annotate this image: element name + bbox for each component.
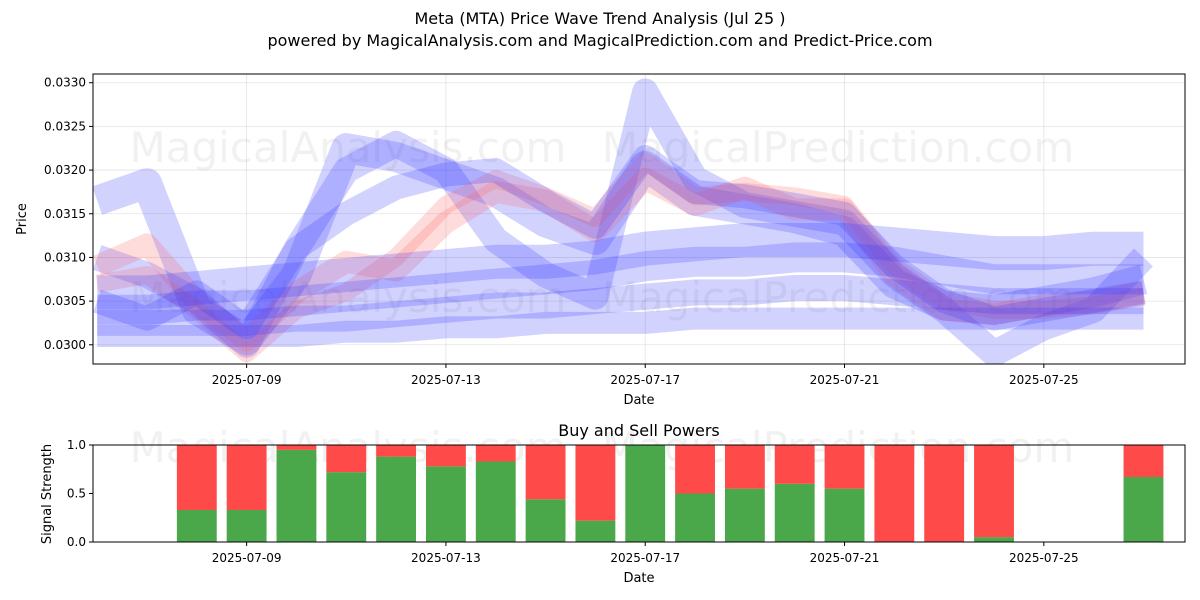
sell-power-bar bbox=[974, 445, 1014, 538]
sell-power-bar bbox=[176, 445, 217, 510]
signal-x-tick-label: 2025-07-09 bbox=[212, 551, 282, 565]
price-plot-frame bbox=[92, 73, 1186, 365]
sell-power-bar bbox=[425, 445, 466, 467]
signal-x-tick-label: 2025-07-21 bbox=[810, 551, 880, 565]
sell-power-bar bbox=[226, 445, 267, 510]
buy-power-bar bbox=[625, 445, 666, 542]
price-y-tick-label: 0.0300 bbox=[44, 338, 86, 352]
price-wave-line-blue bbox=[93, 145, 1146, 340]
price-wave-line-red bbox=[93, 167, 1146, 352]
price-y-tick-label: 0.0315 bbox=[44, 207, 86, 221]
sell-power-bar bbox=[276, 445, 317, 450]
buy-power-bar bbox=[376, 456, 417, 542]
price-x-tick-label: 2025-07-13 bbox=[411, 373, 481, 387]
signal-bars bbox=[176, 445, 1164, 542]
watermark-mid-right: MagicalPrediction.com bbox=[602, 273, 1075, 322]
signal-y-axis-label: Signal Strength bbox=[40, 444, 55, 544]
signal-x-axis-label: Date bbox=[623, 571, 654, 586]
sell-power-bar bbox=[1123, 445, 1164, 478]
signal-x-tick-label: 2025-07-25 bbox=[1009, 551, 1079, 565]
price-x-tick-label: 2025-07-09 bbox=[212, 373, 282, 387]
price-wave-line-blue bbox=[97, 275, 1144, 336]
sell-power-bar bbox=[326, 445, 367, 473]
price-y-ticks: 0.0300 0.0305 0.0310 0.0315 0.0320 0.0325 0.03… bbox=[44, 76, 93, 352]
signal-panel-title: Buy and Sell Powers bbox=[558, 421, 720, 440]
buy-power-bar bbox=[276, 449, 317, 542]
sell-power-bar bbox=[724, 445, 765, 489]
sell-power-bar bbox=[924, 445, 965, 542]
signal-x-ticks: 2025-07-09 2025-07-13 2025-07-17 2025-07-21… bbox=[212, 542, 1079, 565]
buy-power-bar bbox=[675, 493, 715, 542]
signal-x-tick-label: 2025-07-17 bbox=[610, 551, 680, 565]
sell-power-bar bbox=[376, 445, 417, 457]
price-wave-line-blue bbox=[93, 133, 1148, 356]
buy-power-bar bbox=[575, 520, 616, 542]
sell-power-bar bbox=[575, 445, 616, 521]
buy-power-bar bbox=[525, 499, 566, 542]
price-wave-line-red bbox=[95, 152, 1146, 363]
signal-panel: Buy and Sell Powers MagicalAnalysis.com … bbox=[40, 421, 1186, 586]
price-y-tick-label: 0.0310 bbox=[44, 250, 86, 264]
price-x-tick-label: 2025-07-17 bbox=[610, 373, 680, 387]
price-plot-area bbox=[93, 74, 1185, 364]
buy-power-bar bbox=[824, 488, 865, 542]
buy-power-bar bbox=[724, 488, 765, 542]
buy-power-bar bbox=[326, 472, 367, 542]
signal-x-tick-label: 2025-07-13 bbox=[411, 551, 481, 565]
price-y-tick-label: 0.0305 bbox=[44, 294, 86, 308]
buy-power-bar bbox=[774, 483, 815, 542]
price-grid bbox=[93, 74, 1185, 364]
buy-power-bar bbox=[974, 537, 1014, 542]
price-x-ticks: 2025-07-09 2025-07-13 2025-07-17 2025-07-21… bbox=[212, 364, 1079, 387]
chart-subtitle: powered by MagicalAnalysis.com and Magic… bbox=[267, 31, 933, 50]
price-x-tick-label: 2025-07-25 bbox=[1009, 373, 1079, 387]
sell-power-bar bbox=[525, 445, 566, 500]
buy-power-bar bbox=[1123, 477, 1164, 542]
chart-title: Meta (MTA) Price Wave Trend Analysis (Ju… bbox=[414, 9, 786, 28]
buy-power-bar bbox=[425, 466, 466, 542]
watermark-top-left: MagicalAnalysis.com bbox=[130, 123, 567, 172]
signal-y-tick-label: 0.5 bbox=[67, 487, 86, 501]
sell-power-bar bbox=[774, 445, 815, 484]
price-wave-line-blue bbox=[97, 307, 1144, 347]
price-wave-line-blue bbox=[93, 78, 1153, 364]
price-y-tick-label: 0.0320 bbox=[44, 163, 86, 177]
sell-power-bar bbox=[874, 445, 915, 542]
buy-power-bar bbox=[475, 461, 516, 542]
sell-power-bar bbox=[675, 445, 715, 494]
price-wave-line-blue bbox=[97, 242, 1144, 325]
price-y-axis-label: Price bbox=[15, 203, 30, 235]
price-wave-series bbox=[93, 78, 1153, 364]
buy-power-bar bbox=[176, 509, 217, 542]
signal-y-tick-label: 1.0 bbox=[67, 438, 86, 452]
sell-power-bar bbox=[824, 445, 865, 489]
watermark-mid-left: MagicalAnalysis.com bbox=[130, 273, 567, 322]
signal-y-ticks: 0.0 0.5 1.0 bbox=[67, 438, 93, 549]
signal-y-tick-label: 0.0 bbox=[67, 535, 86, 549]
price-x-tick-label: 2025-07-21 bbox=[810, 373, 880, 387]
price-wave-line-blue bbox=[97, 223, 1144, 310]
price-y-tick-label: 0.0325 bbox=[44, 119, 86, 133]
buy-power-bar bbox=[226, 509, 267, 542]
price-y-tick-label: 0.0330 bbox=[44, 76, 86, 90]
sell-power-bar bbox=[475, 445, 516, 462]
price-x-axis-label: Date bbox=[623, 393, 654, 408]
watermark-top-right: MagicalPrediction.com bbox=[602, 123, 1075, 172]
price-panel: MagicalAnalysis.com MagicalPrediction.co… bbox=[15, 73, 1186, 408]
